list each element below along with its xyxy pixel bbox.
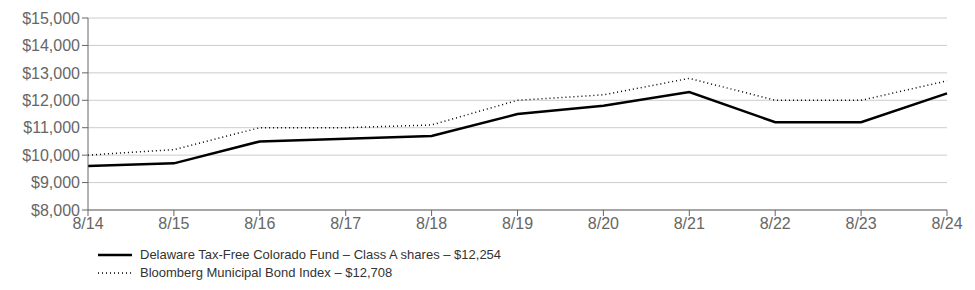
svg-text:$13,000: $13,000 — [22, 65, 80, 82]
html-text:Bloomberg Municipal Bond Index: Bloomberg Municipal Bond Index – $12,708 — [140, 265, 393, 280]
svg-text:$15,000: $15,000 — [22, 10, 80, 27]
svg-text:$10,000: $10,000 — [22, 147, 80, 164]
svg-text:$8,000: $8,000 — [31, 202, 80, 219]
svg-text:8/24: 8/24 — [931, 215, 962, 232]
svg-text:8/16: 8/16 — [244, 215, 275, 232]
svg-text:8/18: 8/18 — [416, 215, 447, 232]
svg-text:$14,000: $14,000 — [22, 37, 80, 54]
svg-text:$9,000: $9,000 — [31, 174, 80, 191]
svg-text:8/22: 8/22 — [760, 215, 791, 232]
svg-text:8/19: 8/19 — [502, 215, 533, 232]
svg-text:8/14: 8/14 — [72, 215, 104, 233]
svg-text:$12,000: $12,000 — [22, 92, 80, 109]
svg-text:$11,000: $11,000 — [23, 119, 80, 136]
svg-text:8/17: 8/17 — [330, 215, 361, 232]
svg-text:8/15: 8/15 — [158, 215, 189, 232]
html-text:Delaware Tax-Free Colorado Fun: Delaware Tax-Free Colorado Fund – Class … — [140, 247, 502, 262]
svg-text:8/21: 8/21 — [674, 215, 705, 232]
svg-text:8/23: 8/23 — [846, 215, 877, 232]
svg-text:8/20: 8/20 — [588, 215, 619, 232]
